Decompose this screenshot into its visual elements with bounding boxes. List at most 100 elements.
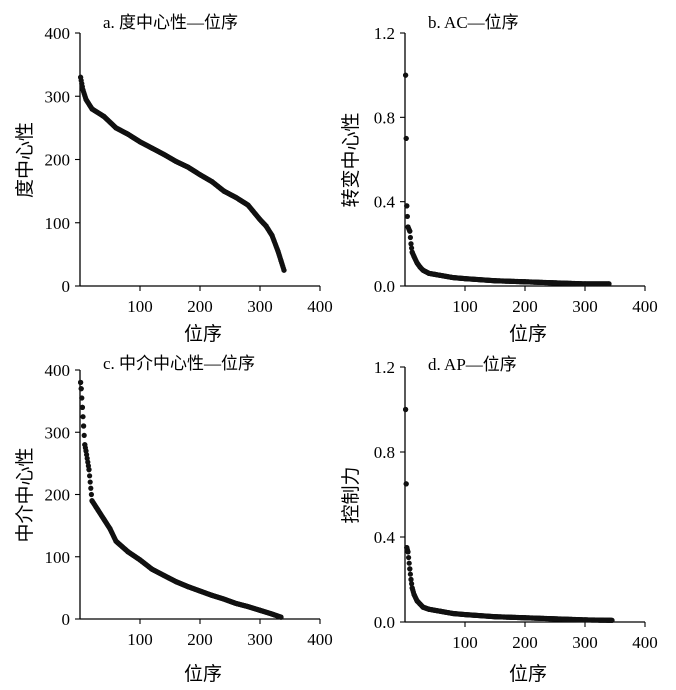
- data-point: [407, 571, 413, 577]
- data-point: [278, 614, 284, 620]
- chart-title: d. AP—位序: [428, 355, 517, 374]
- x-tick-label: 200: [512, 297, 538, 316]
- x-tick-label: 300: [247, 297, 273, 316]
- data-point: [161, 572, 167, 579]
- x-tick-label: 400: [307, 297, 333, 316]
- y-tick-label: 400: [45, 361, 71, 380]
- data-point: [78, 386, 84, 392]
- chart-panel-b: b. AC—位序 位序 转变中心性 0.0 0.4 0.8 1.2 100 200 300 4…: [340, 13, 658, 345]
- y-tick-label: 200: [45, 151, 71, 170]
- x-tick-label: 200: [187, 630, 213, 649]
- data-point: [87, 473, 93, 479]
- data-point: [450, 610, 456, 617]
- data-point: [582, 281, 588, 287]
- data-point: [409, 585, 415, 591]
- data-point: [81, 423, 87, 429]
- x-tick-label: 400: [632, 633, 658, 652]
- data-point: [408, 576, 414, 583]
- x-tick-label: 400: [632, 297, 658, 316]
- data-point: [209, 179, 215, 185]
- y-tick-label: 0.4: [374, 528, 396, 547]
- data-point: [438, 272, 444, 279]
- y-axis-title: 度中心性: [14, 122, 36, 198]
- data-point: [269, 611, 275, 617]
- data-point: [426, 606, 432, 612]
- data-point: [86, 467, 92, 473]
- data-point: [281, 267, 287, 273]
- chart-panel-d: d. AP—位序 位序 控制力 0.0 0.4 0.8 1.2 100 200 300 400: [340, 355, 658, 685]
- data-point: [221, 596, 227, 602]
- data-point: [403, 72, 409, 78]
- data-point: [420, 267, 426, 273]
- data-point: [113, 125, 119, 131]
- y-tick-label: 0.0: [374, 613, 395, 632]
- data-point: [149, 566, 155, 572]
- y-tick-label: 0.4: [374, 193, 396, 212]
- data-point: [137, 139, 143, 145]
- data-point: [432, 271, 438, 277]
- y-tick-label: 100: [45, 214, 71, 233]
- data-point: [209, 592, 215, 598]
- x-axis-title: 位序: [509, 323, 547, 345]
- data-point: [411, 591, 417, 597]
- data-point: [403, 406, 409, 413]
- chart-panel-a: a. 度中心性—位序 位序 度中心性 0 100 200 300 400 100 200 30…: [14, 13, 333, 345]
- data-point: [257, 607, 263, 613]
- data-point: [432, 607, 438, 613]
- data-point: [450, 274, 456, 281]
- data-point: [404, 203, 410, 209]
- data-point: [113, 538, 119, 544]
- data-point: [409, 245, 415, 251]
- data-point: [492, 614, 498, 620]
- x-tick-label: 100: [452, 633, 478, 652]
- data-point: [462, 276, 468, 282]
- chart-panel-c: c. 中介中心性—位序 位序 中介中心性 0 100 200 300 400 100 200…: [14, 354, 333, 685]
- data-point: [81, 432, 87, 438]
- data-point: [582, 617, 588, 623]
- chart-title: c. 中介中心性—位序: [103, 354, 255, 373]
- x-axis-title: 位序: [184, 323, 222, 345]
- data-point: [185, 164, 191, 170]
- y-tick-label: 300: [45, 423, 71, 442]
- data-point: [78, 379, 84, 386]
- data-point: [403, 481, 409, 487]
- y-axis-title: 转变中心性: [340, 112, 362, 207]
- data-point: [78, 74, 84, 80]
- data-point: [101, 113, 107, 120]
- data-point: [522, 615, 528, 621]
- data-point: [278, 258, 284, 264]
- x-tick-label: 100: [452, 297, 478, 316]
- data-point: [197, 172, 203, 178]
- data-point: [406, 554, 412, 561]
- y-tick-label: 0.8: [374, 108, 395, 127]
- data-point: [233, 194, 239, 201]
- data-point: [88, 485, 94, 491]
- data-point: [161, 151, 167, 158]
- y-tick-label: 400: [45, 24, 71, 43]
- data-point: [87, 479, 93, 485]
- data-point: [83, 448, 89, 454]
- data-point: [405, 549, 411, 555]
- data-point: [407, 228, 413, 234]
- data-point: [89, 106, 95, 112]
- data-point: [245, 202, 251, 208]
- data-point: [89, 498, 95, 504]
- data-point: [125, 549, 131, 555]
- y-tick-label: 1.2: [374, 358, 395, 377]
- data-point: [522, 279, 528, 285]
- data-point: [275, 248, 281, 254]
- y-tick-label: 0.8: [374, 443, 395, 462]
- x-tick-label: 400: [307, 630, 333, 649]
- data-point: [107, 526, 113, 532]
- data-point: [221, 188, 227, 194]
- x-tick-label: 200: [512, 633, 538, 652]
- data-point: [257, 216, 263, 223]
- chart-title: b. AC—位序: [428, 13, 519, 32]
- y-tick-label: 100: [45, 548, 71, 567]
- data-point: [426, 270, 432, 276]
- data-point: [407, 234, 413, 241]
- x-tick-label: 100: [127, 630, 153, 649]
- data-point: [411, 253, 417, 260]
- data-point: [79, 395, 85, 401]
- x-tick-label: 300: [572, 297, 598, 316]
